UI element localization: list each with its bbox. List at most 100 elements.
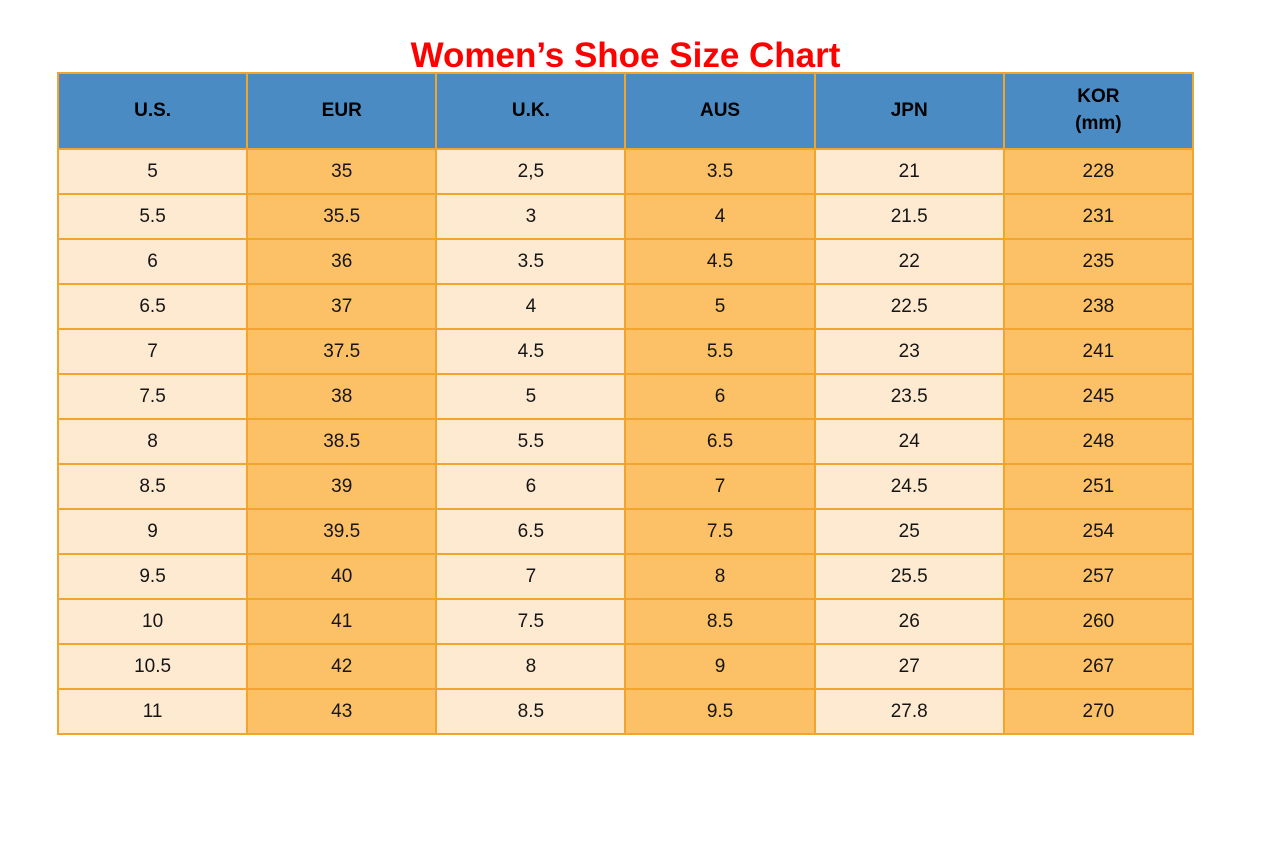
cell-u-s: 7 bbox=[56, 328, 249, 375]
page-title: Women’s Shoe Size Chart bbox=[410, 36, 841, 75]
cell-aus: 9 bbox=[624, 643, 816, 690]
column-header-u-s: U.S. bbox=[56, 72, 249, 150]
cell-u-s: 8 bbox=[56, 418, 249, 465]
cell-u-s: 9.5 bbox=[56, 553, 249, 600]
cell-kor: 251 bbox=[1002, 463, 1195, 510]
table-row: 7 37.5 4.5 5.5 23 241 bbox=[56, 328, 1195, 375]
cell-eur: 41 bbox=[246, 598, 438, 645]
table-row: 10.5 42 8 9 27 267 bbox=[56, 643, 1195, 690]
size-chart-container: Women’s Shoe Size Chart U.S. EUR U.K. AUS JP… bbox=[56, 0, 1195, 735]
cell-u-s: 5.5 bbox=[56, 193, 249, 240]
header-row: U.S. EUR U.K. AUS JPN KOR (mm) bbox=[56, 72, 1195, 150]
column-header-kor-mm: KOR (mm) bbox=[1002, 72, 1195, 150]
column-header-aus: AUS bbox=[624, 72, 816, 150]
cell-u-k: 7 bbox=[435, 553, 627, 600]
cell-eur: 38 bbox=[246, 373, 438, 420]
cell-u-k: 2,5 bbox=[435, 148, 627, 195]
table-row: 10 41 7.5 8.5 26 260 bbox=[56, 598, 1195, 645]
cell-u-k: 4 bbox=[435, 283, 627, 330]
table-row: 8 38.5 5.5 6.5 24 248 bbox=[56, 418, 1195, 465]
cell-jpn: 22 bbox=[813, 238, 1005, 285]
table-row: 8.5 39 6 7 24.5 251 bbox=[56, 463, 1195, 510]
cell-aus: 7.5 bbox=[624, 508, 816, 555]
cell-eur: 35.5 bbox=[246, 193, 438, 240]
shoe-size-table: U.S. EUR U.K. AUS JPN KOR (mm) 5 35 2,5 3.5 21 228… bbox=[56, 72, 1195, 735]
cell-aus: 4.5 bbox=[624, 238, 816, 285]
cell-jpn: 23 bbox=[813, 328, 1005, 375]
cell-jpn: 24.5 bbox=[813, 463, 1005, 510]
cell-eur: 39.5 bbox=[246, 508, 438, 555]
cell-u-k: 4.5 bbox=[435, 328, 627, 375]
cell-kor: 267 bbox=[1002, 643, 1195, 690]
table-body: 5 35 2,5 3.5 21 228 5.5 35.5 3 4 21.5 231 6 36 3.5 4.5 2… bbox=[56, 148, 1195, 735]
table-row: 9.5 40 7 8 25.5 257 bbox=[56, 553, 1195, 600]
table-row: 6.5 37 4 5 22.5 238 bbox=[56, 283, 1195, 330]
cell-aus: 6 bbox=[624, 373, 816, 420]
cell-u-s: 9 bbox=[56, 508, 249, 555]
cell-aus: 7 bbox=[624, 463, 816, 510]
cell-jpn: 25.5 bbox=[813, 553, 1005, 600]
cell-u-k: 5.5 bbox=[435, 418, 627, 465]
cell-kor: 260 bbox=[1002, 598, 1195, 645]
cell-u-k: 3 bbox=[435, 193, 627, 240]
cell-u-s: 11 bbox=[56, 688, 249, 735]
cell-kor: 235 bbox=[1002, 238, 1195, 285]
cell-eur: 35 bbox=[246, 148, 438, 195]
cell-aus: 9.5 bbox=[624, 688, 816, 735]
cell-kor: 254 bbox=[1002, 508, 1195, 555]
cell-jpn: 27 bbox=[813, 643, 1005, 690]
cell-aus: 3.5 bbox=[624, 148, 816, 195]
cell-eur: 39 bbox=[246, 463, 438, 510]
cell-u-s: 5 bbox=[56, 148, 249, 195]
table-row: 5 35 2,5 3.5 21 228 bbox=[56, 148, 1195, 195]
table-row: 11 43 8.5 9.5 27.8 270 bbox=[56, 688, 1195, 735]
column-header-eur: EUR bbox=[246, 72, 438, 150]
cell-aus: 4 bbox=[624, 193, 816, 240]
column-header-u-k: U.K. bbox=[435, 72, 627, 150]
cell-u-s: 10 bbox=[56, 598, 249, 645]
cell-jpn: 21 bbox=[813, 148, 1005, 195]
cell-kor: 241 bbox=[1002, 328, 1195, 375]
cell-jpn: 25 bbox=[813, 508, 1005, 555]
cell-jpn: 24 bbox=[813, 418, 1005, 465]
cell-u-k: 7.5 bbox=[435, 598, 627, 645]
cell-jpn: 23.5 bbox=[813, 373, 1005, 420]
cell-u-s: 7.5 bbox=[56, 373, 249, 420]
table-row: 9 39.5 6.5 7.5 25 254 bbox=[56, 508, 1195, 555]
cell-kor: 248 bbox=[1002, 418, 1195, 465]
cell-kor: 228 bbox=[1002, 148, 1195, 195]
column-header-jpn: JPN bbox=[813, 72, 1005, 150]
cell-u-s: 6.5 bbox=[56, 283, 249, 330]
cell-eur: 43 bbox=[246, 688, 438, 735]
cell-eur: 36 bbox=[246, 238, 438, 285]
cell-kor: 270 bbox=[1002, 688, 1195, 735]
table-row: 5.5 35.5 3 4 21.5 231 bbox=[56, 193, 1195, 240]
cell-u-k: 3.5 bbox=[435, 238, 627, 285]
cell-kor: 231 bbox=[1002, 193, 1195, 240]
cell-eur: 37 bbox=[246, 283, 438, 330]
cell-jpn: 26 bbox=[813, 598, 1005, 645]
cell-aus: 8 bbox=[624, 553, 816, 600]
cell-aus: 5 bbox=[624, 283, 816, 330]
cell-eur: 38.5 bbox=[246, 418, 438, 465]
cell-eur: 42 bbox=[246, 643, 438, 690]
cell-eur: 40 bbox=[246, 553, 438, 600]
cell-u-s: 6 bbox=[56, 238, 249, 285]
cell-eur: 37.5 bbox=[246, 328, 438, 375]
cell-jpn: 21.5 bbox=[813, 193, 1005, 240]
cell-aus: 5.5 bbox=[624, 328, 816, 375]
cell-aus: 8.5 bbox=[624, 598, 816, 645]
table-header-row: U.S. EUR U.K. AUS JPN KOR (mm) bbox=[56, 72, 1195, 150]
cell-u-s: 10.5 bbox=[56, 643, 249, 690]
cell-u-k: 8.5 bbox=[435, 688, 627, 735]
cell-u-s: 8.5 bbox=[56, 463, 249, 510]
table-row: 7.5 38 5 6 23.5 245 bbox=[56, 373, 1195, 420]
cell-kor: 238 bbox=[1002, 283, 1195, 330]
table-row: 6 36 3.5 4.5 22 235 bbox=[56, 238, 1195, 285]
cell-u-k: 5 bbox=[435, 373, 627, 420]
cell-u-k: 8 bbox=[435, 643, 627, 690]
cell-kor: 257 bbox=[1002, 553, 1195, 600]
cell-jpn: 22.5 bbox=[813, 283, 1005, 330]
cell-u-k: 6.5 bbox=[435, 508, 627, 555]
